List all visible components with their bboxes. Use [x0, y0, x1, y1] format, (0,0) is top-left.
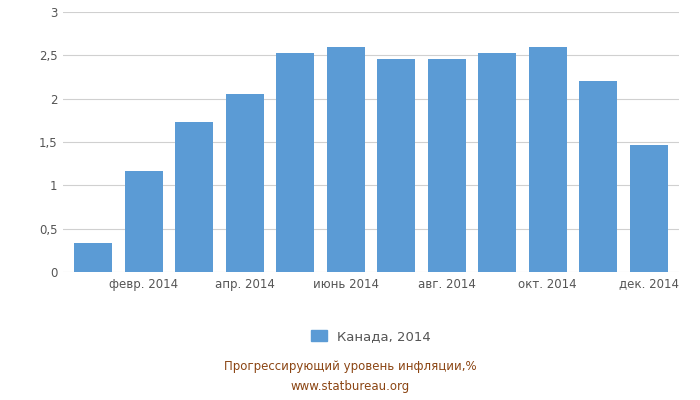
Bar: [528, 47, 567, 272]
Bar: [125, 172, 162, 272]
Bar: [580, 81, 617, 272]
Bar: [175, 122, 214, 272]
Bar: [377, 59, 415, 272]
Text: www.statbureau.org: www.statbureau.org: [290, 380, 410, 393]
Bar: [276, 53, 314, 272]
Bar: [478, 53, 516, 272]
Bar: [327, 47, 365, 272]
Bar: [226, 94, 264, 272]
Bar: [428, 59, 466, 272]
Bar: [630, 144, 668, 272]
Legend: Канада, 2014: Канада, 2014: [311, 330, 431, 344]
Text: Прогрессирующий уровень инфляции,%: Прогрессирующий уровень инфляции,%: [224, 360, 476, 373]
Bar: [74, 242, 112, 272]
